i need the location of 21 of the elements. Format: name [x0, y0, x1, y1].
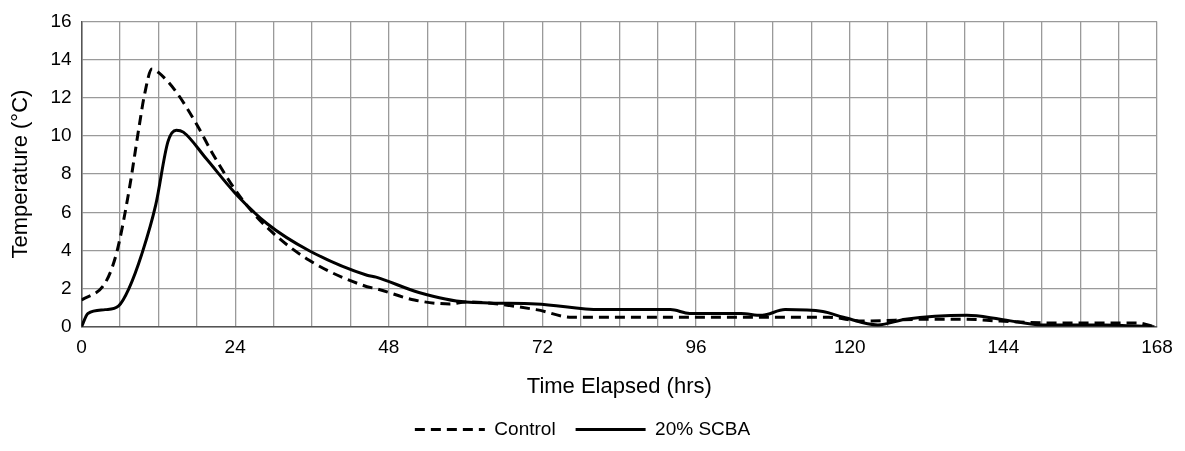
x-tick-label: 0 — [76, 336, 87, 358]
x-tick-label: 120 — [833, 336, 866, 358]
y-tick-label: 12 — [50, 85, 72, 107]
y-tick-label: 0 — [60, 315, 72, 337]
legend-label: Control — [494, 417, 556, 439]
x-tick-label: 144 — [987, 336, 1020, 358]
y-tick-label: 4 — [60, 238, 72, 260]
legend-label: 20% SCBA — [655, 417, 751, 439]
y-tick-label: 16 — [50, 9, 72, 31]
x-tick-label: 24 — [224, 336, 247, 358]
y-tick-label: 14 — [50, 47, 72, 69]
y-tick-label: 8 — [60, 162, 72, 184]
y-tick-label: 10 — [50, 124, 72, 146]
x-tick-label: 96 — [685, 336, 707, 358]
x-tick-label: 72 — [531, 336, 554, 358]
x-axis-title: Time Elapsed (hrs) — [526, 372, 712, 398]
y-tick-label: 2 — [60, 276, 72, 298]
y-axis-title: Temperature (°C) — [7, 89, 33, 259]
x-tick-label: 168 — [1141, 336, 1173, 358]
x-tick-label: 48 — [378, 336, 400, 358]
y-tick-label: 6 — [60, 200, 72, 222]
